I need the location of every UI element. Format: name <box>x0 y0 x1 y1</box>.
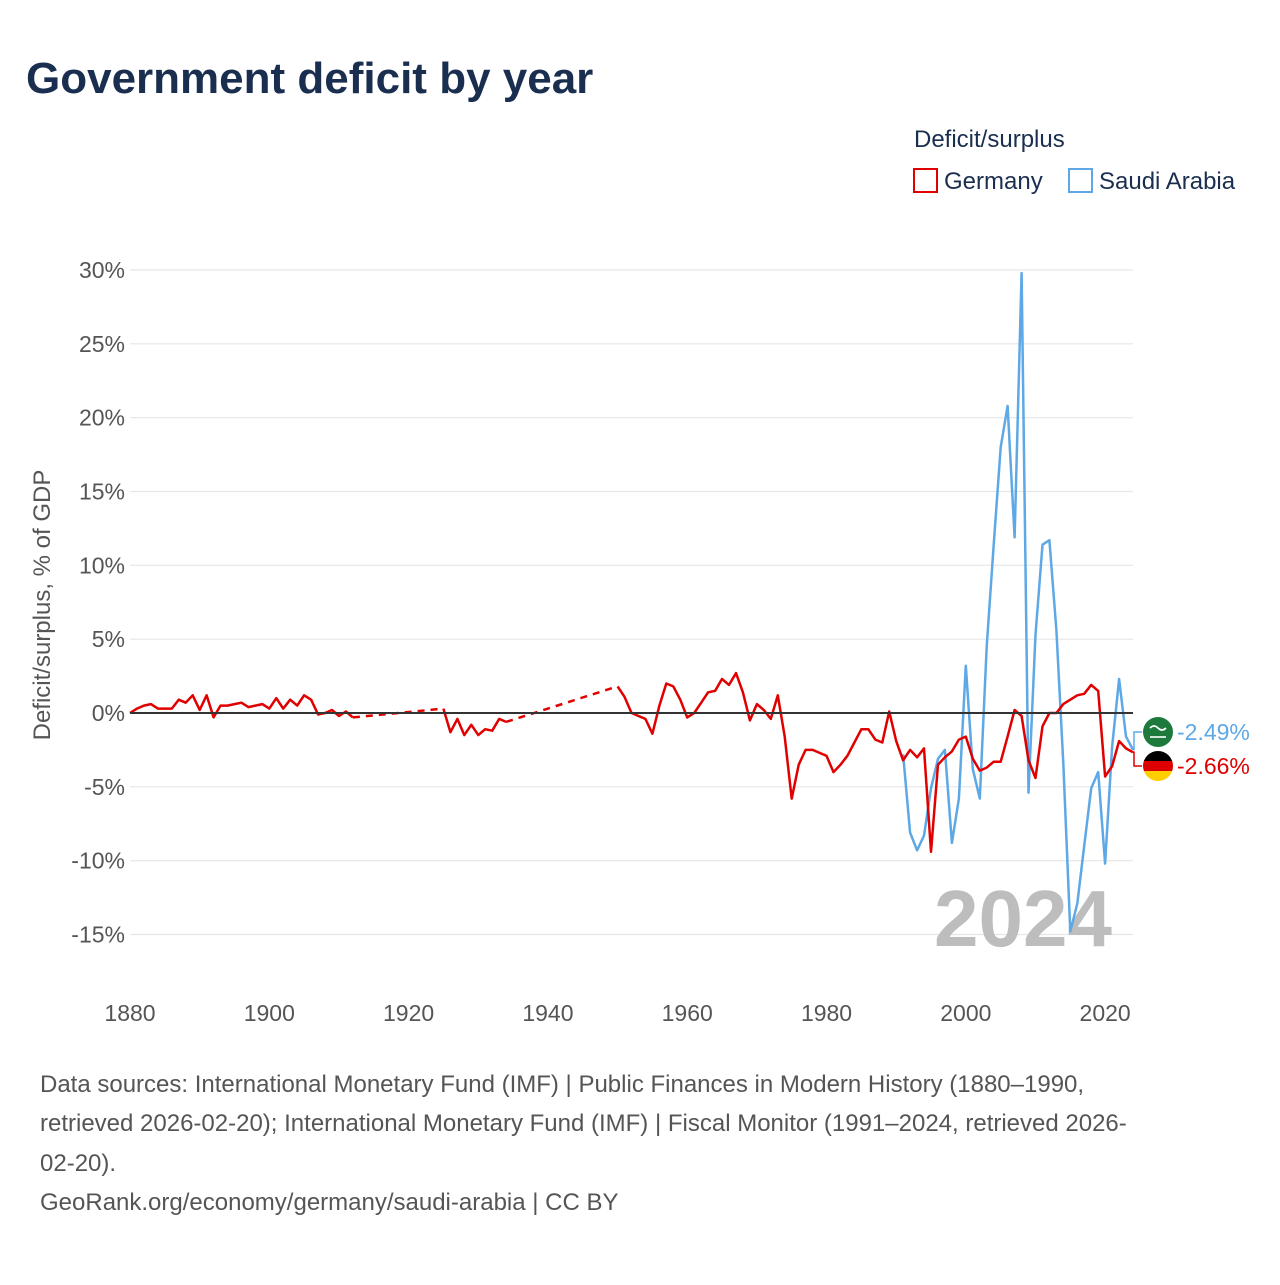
legend-label-germany: Germany <box>944 168 1043 195</box>
germany-flag-icon <box>1143 751 1173 781</box>
footer-sources-line-2: retrieved 2026-02-20); International Mon… <box>40 1110 1127 1137</box>
footer-sources-line-3: 02-20). <box>40 1150 116 1177</box>
y-tick-label: 20% <box>79 405 125 431</box>
legend-label-saudi-arabia: Saudi Arabia <box>1099 168 1236 195</box>
saudi-arabia-flag-icon <box>1143 717 1173 747</box>
y-axis-label: Deficit/surplus, % of GDP <box>29 470 56 741</box>
y-axis-ticks: -15% -10% -5% 0% 5% 10% 15% 20% 25% 30% <box>71 257 125 948</box>
x-axis-ticks: 1880 1900 1920 1940 1960 1980 2000 2020 <box>104 1000 1130 1026</box>
y-tick-label: 0% <box>92 700 125 726</box>
series-line-saudi-arabia <box>901 271 1135 933</box>
end-value-label-germany: -2.66% <box>1177 753 1250 779</box>
y-tick-label: -10% <box>71 848 125 874</box>
x-tick-label: 1920 <box>383 1000 434 1026</box>
year-watermark: 2024 <box>934 874 1112 963</box>
legend-title: Deficit/surplus <box>914 126 1065 153</box>
y-tick-label: 10% <box>79 552 125 578</box>
series-line-germany <box>616 671 1134 854</box>
legend-item-germany[interactable]: Germany <box>913 168 1043 195</box>
y-tick-label: -5% <box>84 774 125 800</box>
legend[interactable]: Deficit/surplus Germany Saudi Arabia <box>913 126 1236 195</box>
y-tick-label: 25% <box>79 331 125 357</box>
x-tick-label: 1960 <box>662 1000 713 1026</box>
connector-saudi-arabia <box>1133 731 1142 751</box>
y-tick-label: -15% <box>71 922 125 948</box>
x-tick-label: 1900 <box>244 1000 295 1026</box>
footer-sources-line-1: Data sources: International Monetary Fun… <box>40 1071 1084 1098</box>
x-tick-label: 1940 <box>522 1000 573 1026</box>
series-line-germany <box>505 685 618 724</box>
x-tick-label: 1980 <box>801 1000 852 1026</box>
chart-title: Government deficit by year <box>26 54 593 103</box>
x-tick-label: 2020 <box>1080 1000 1131 1026</box>
legend-item-saudi-arabia[interactable]: Saudi Arabia <box>1068 168 1236 195</box>
footer: Data sources: International Monetary Fun… <box>40 1071 1127 1216</box>
y-tick-label: 30% <box>79 257 125 283</box>
series-line-germany <box>129 694 354 719</box>
legend-swatch-germany <box>913 168 938 193</box>
y-tick-label: 5% <box>92 626 125 652</box>
connector-germany <box>1133 751 1142 767</box>
x-tick-label: 2000 <box>940 1000 991 1026</box>
end-labels: -2.49% -2.66% <box>1133 717 1250 781</box>
footer-attribution[interactable]: GeoRank.org/economy/germany/saudi-arabia… <box>40 1189 619 1216</box>
series-line-germany <box>442 708 507 737</box>
end-value-label-saudi-arabia: -2.49% <box>1177 719 1250 745</box>
series-lines <box>129 271 1135 933</box>
y-tick-label: 15% <box>79 479 125 505</box>
gridlines <box>130 269 1133 936</box>
legend-swatch-saudi-arabia <box>1068 168 1093 193</box>
x-tick-label: 1880 <box>104 1000 155 1026</box>
